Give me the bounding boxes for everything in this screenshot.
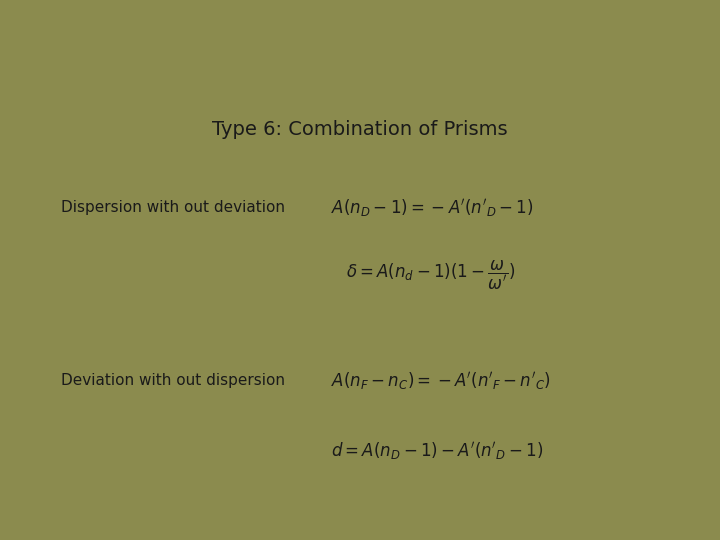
Text: $\delta = A(n_d - 1)(1 - \dfrac{\omega}{\omega'})$: $\delta = A(n_d - 1)(1 - \dfrac{\omega}{… — [346, 259, 515, 292]
Text: $d = A(n_D - 1) - A'(n'_D - 1)$: $d = A(n_D - 1) - A'(n'_D - 1)$ — [331, 440, 544, 462]
Text: $A(n_D - 1) = -A'(n'_D - 1)$: $A(n_D - 1) = -A'(n'_D - 1)$ — [331, 197, 534, 219]
Text: Deviation with out dispersion: Deviation with out dispersion — [61, 373, 285, 388]
Text: Dispersion with out deviation: Dispersion with out deviation — [61, 200, 285, 215]
Text: $A(n_F - n_C) = -A'(n'_F - n'_C)$: $A(n_F - n_C) = -A'(n'_F - n'_C)$ — [331, 370, 551, 392]
Text: Type 6: Combination of Prisms: Type 6: Combination of Prisms — [212, 120, 508, 139]
